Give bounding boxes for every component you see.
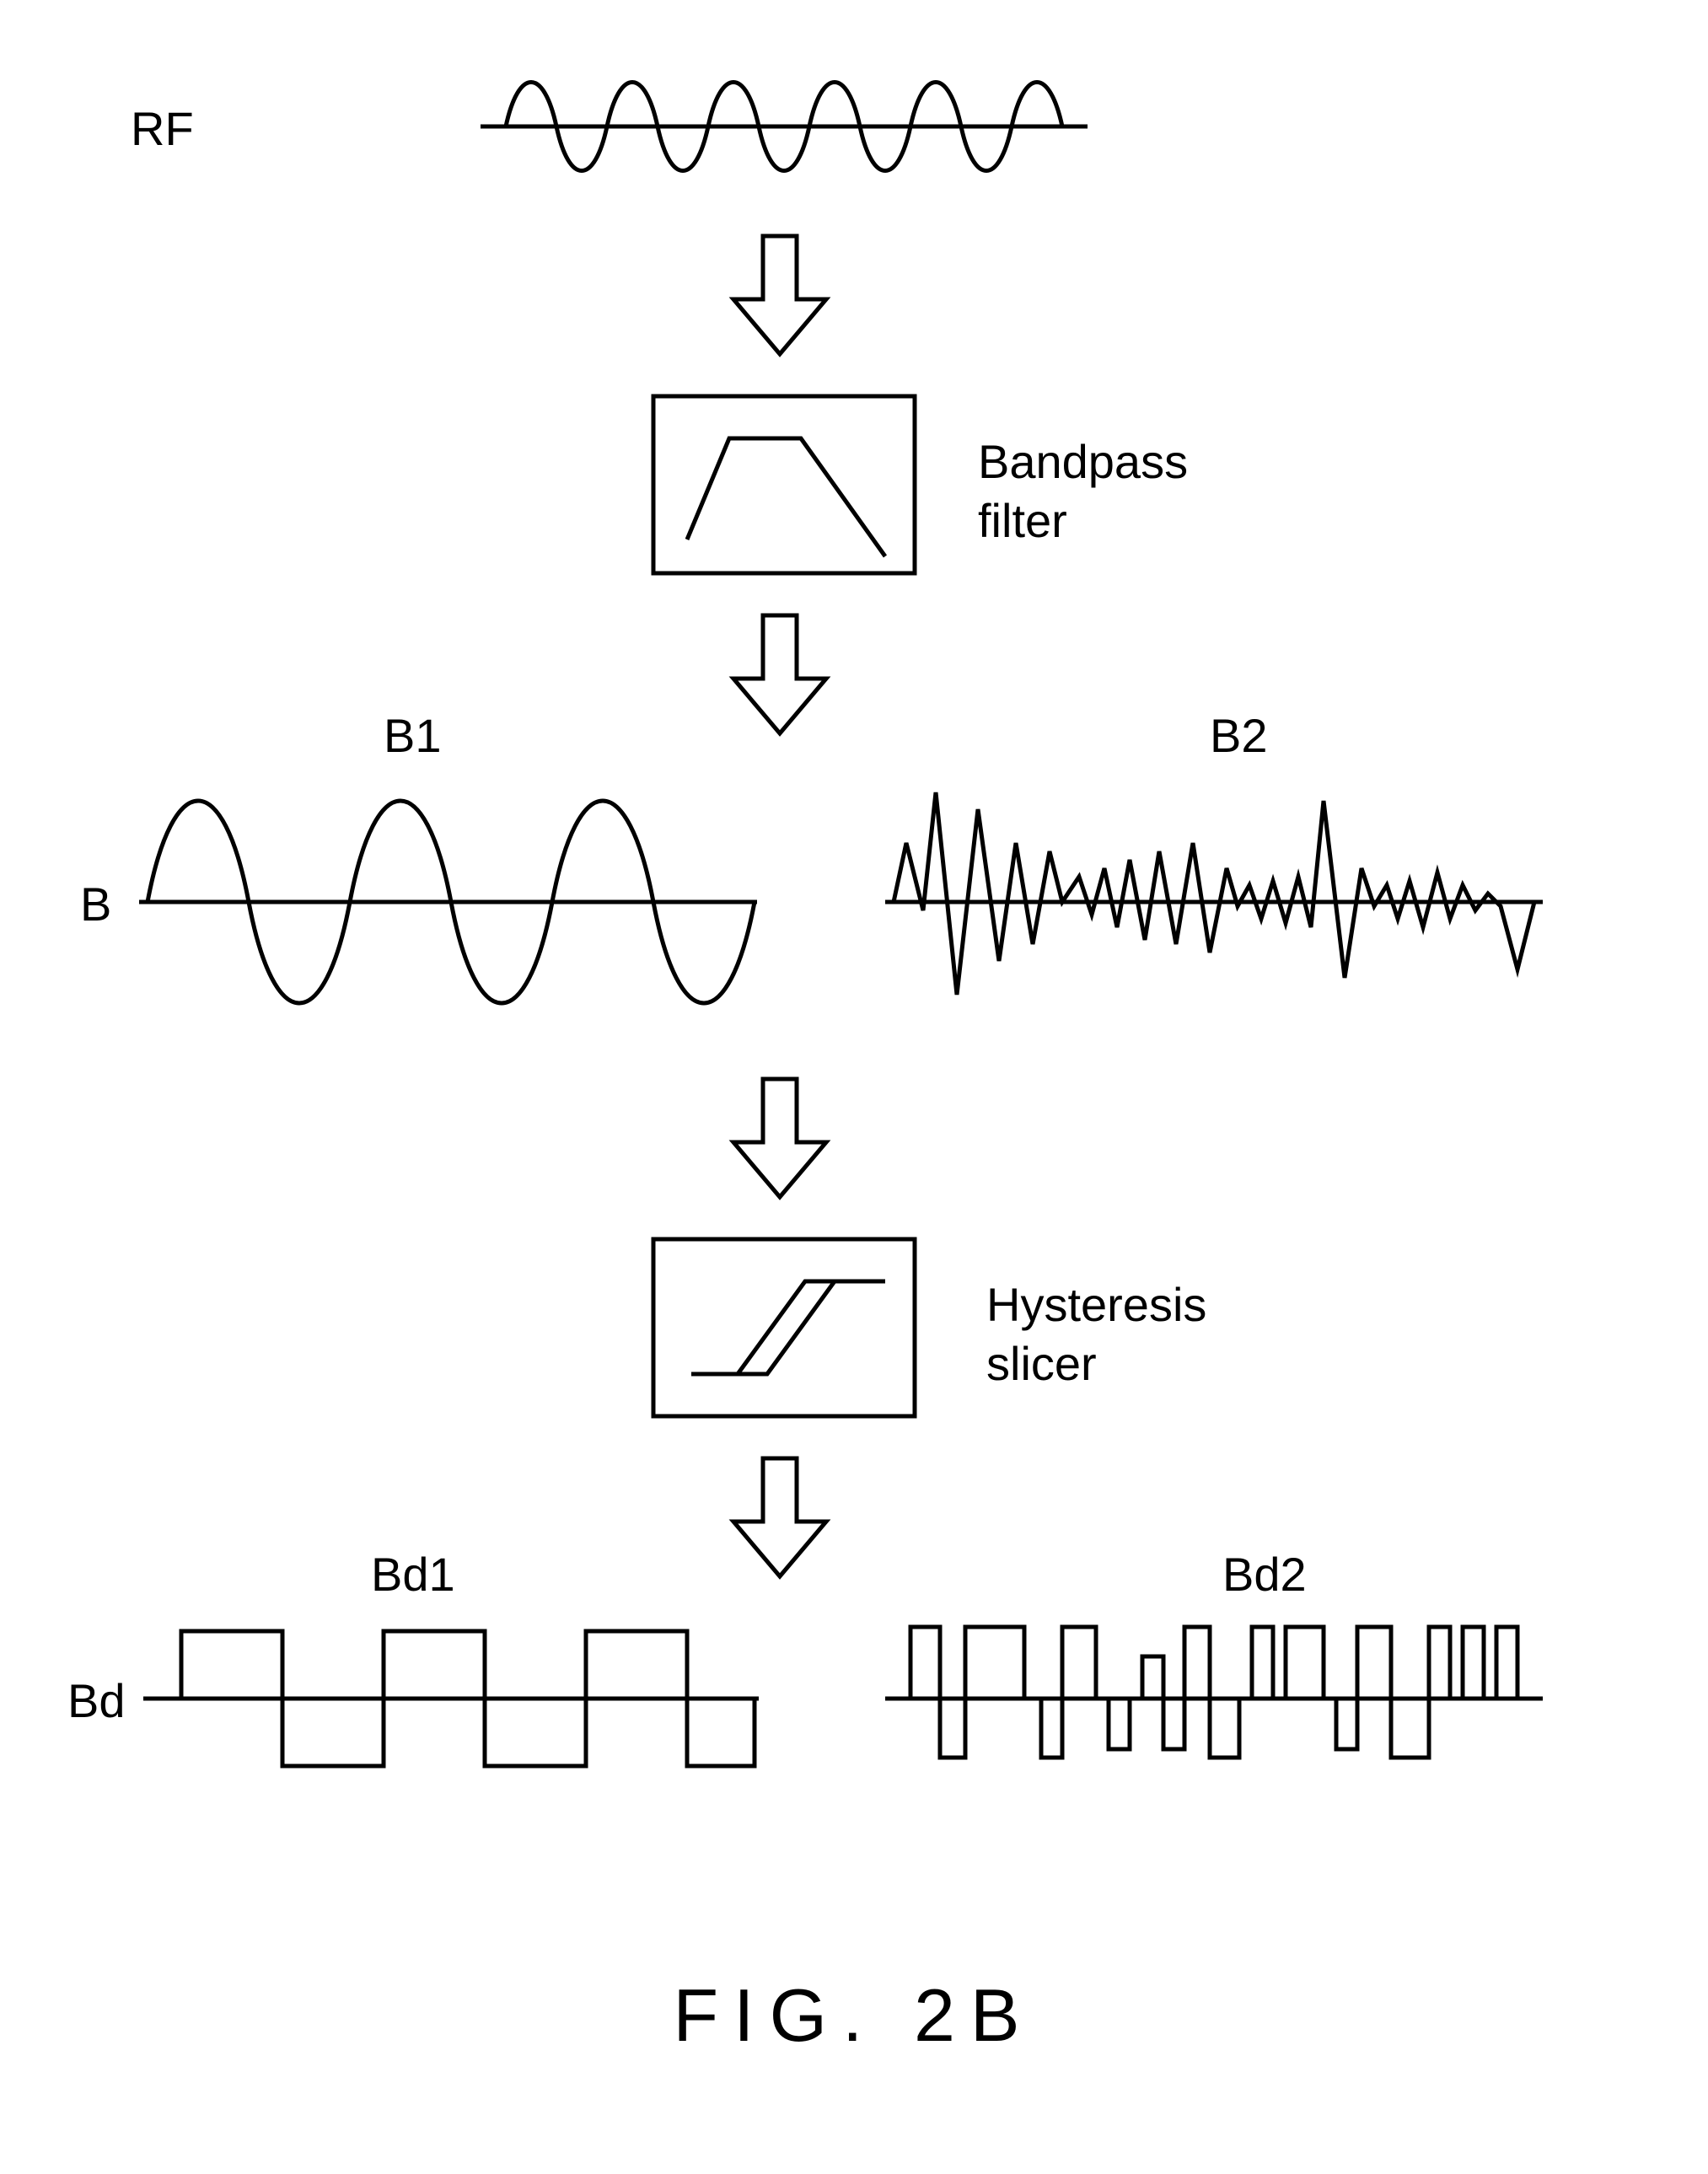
b1-waveform	[139, 801, 757, 1003]
label-filter: filter	[978, 493, 1067, 548]
arrow-b-to-hs	[733, 1079, 826, 1197]
bandpass-block	[653, 396, 915, 573]
label-b1: B1	[384, 708, 442, 763]
b2-waveform	[885, 792, 1543, 995]
diagram-canvas	[0, 0, 1708, 2174]
bd1-waveform	[143, 1631, 759, 1766]
label-bandpass: Bandpass	[978, 434, 1188, 489]
figure-caption: FIG. 2B	[0, 1973, 1708, 2059]
label-slicer: slicer	[986, 1336, 1097, 1391]
label-hysteresis: Hysteresis	[986, 1277, 1206, 1332]
label-bd1: Bd1	[371, 1547, 455, 1602]
label-bd: Bd	[67, 1673, 126, 1728]
hysteresis-block	[653, 1239, 915, 1416]
arrow-rf-to-bp	[733, 236, 826, 354]
label-b2: B2	[1210, 708, 1268, 763]
label-bd2: Bd2	[1222, 1547, 1307, 1602]
label-b: B	[80, 877, 111, 931]
label-rf: RF	[131, 101, 194, 156]
bd2-waveform	[885, 1627, 1543, 1758]
arrow-hs-to-bd	[733, 1458, 826, 1576]
arrow-bp-to-b	[733, 615, 826, 733]
rf-waveform	[481, 83, 1088, 171]
